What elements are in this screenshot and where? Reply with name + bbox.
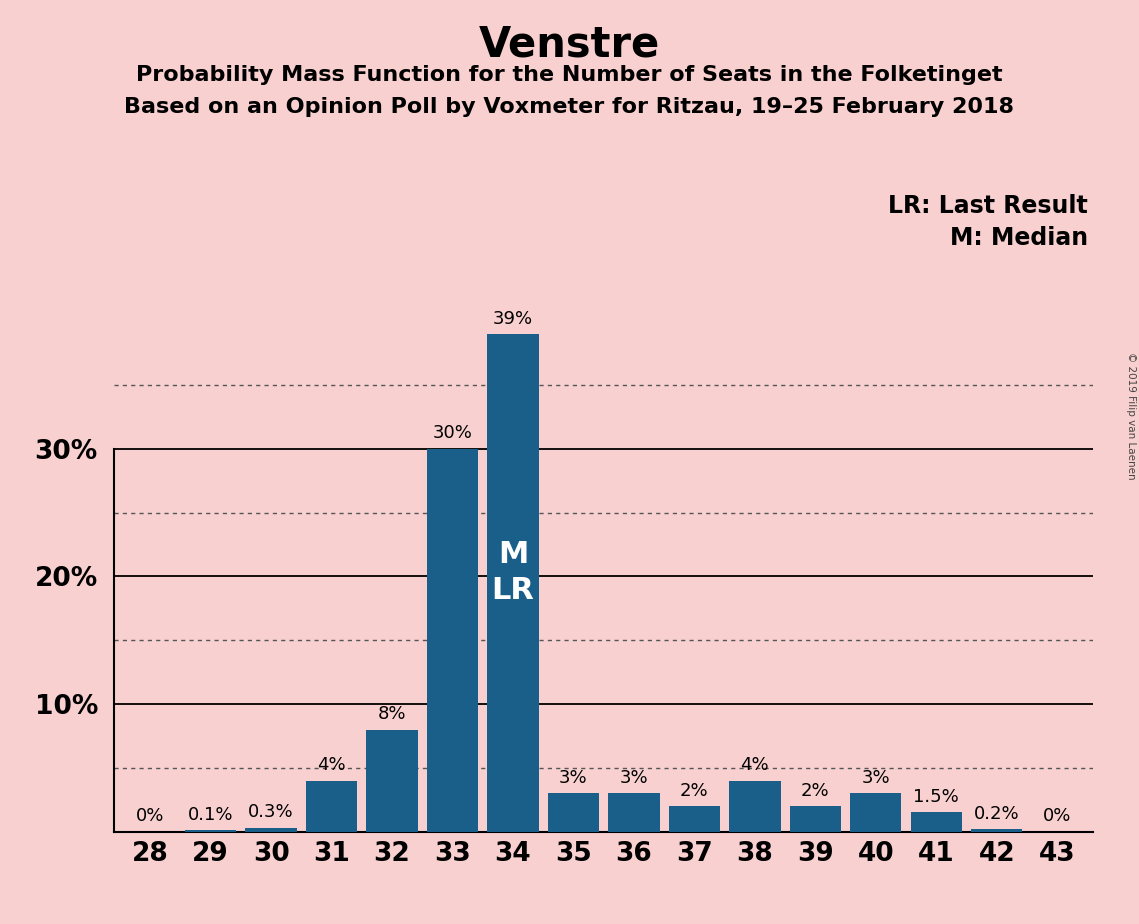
- Text: 1.5%: 1.5%: [913, 788, 959, 806]
- Text: 3%: 3%: [620, 769, 648, 787]
- Text: 3%: 3%: [861, 769, 890, 787]
- Text: 2%: 2%: [680, 782, 708, 799]
- Text: Probability Mass Function for the Number of Seats in the Folketinget: Probability Mass Function for the Number…: [137, 65, 1002, 85]
- Bar: [487, 334, 539, 832]
- Text: 0%: 0%: [136, 808, 164, 825]
- Text: Venstre: Venstre: [478, 23, 661, 65]
- Text: 2%: 2%: [801, 782, 829, 799]
- Text: 0.3%: 0.3%: [248, 803, 294, 821]
- Text: LR: Last Result: LR: Last Result: [888, 194, 1088, 218]
- Bar: [367, 730, 418, 832]
- Text: 4%: 4%: [740, 756, 769, 774]
- Text: 0.1%: 0.1%: [188, 806, 233, 824]
- Bar: [729, 781, 780, 832]
- Bar: [789, 806, 841, 832]
- Bar: [972, 829, 1023, 832]
- Text: Based on an Opinion Poll by Voxmeter for Ritzau, 19–25 February 2018: Based on an Opinion Poll by Voxmeter for…: [124, 97, 1015, 117]
- Bar: [548, 794, 599, 832]
- Text: M
LR: M LR: [492, 541, 534, 605]
- Text: 8%: 8%: [378, 705, 407, 723]
- Bar: [306, 781, 358, 832]
- Bar: [185, 831, 237, 832]
- Text: 4%: 4%: [318, 756, 346, 774]
- Text: © 2019 Filip van Laenen: © 2019 Filip van Laenen: [1125, 352, 1136, 480]
- Bar: [850, 794, 901, 832]
- Bar: [910, 812, 962, 832]
- Text: M: Median: M: Median: [950, 226, 1088, 250]
- Bar: [669, 806, 720, 832]
- Bar: [427, 449, 478, 832]
- Text: 0%: 0%: [1043, 808, 1072, 825]
- Text: 0.2%: 0.2%: [974, 805, 1019, 822]
- Text: 30%: 30%: [433, 424, 473, 443]
- Text: 39%: 39%: [493, 310, 533, 328]
- Bar: [608, 794, 659, 832]
- Bar: [245, 828, 297, 832]
- Text: 3%: 3%: [559, 769, 588, 787]
